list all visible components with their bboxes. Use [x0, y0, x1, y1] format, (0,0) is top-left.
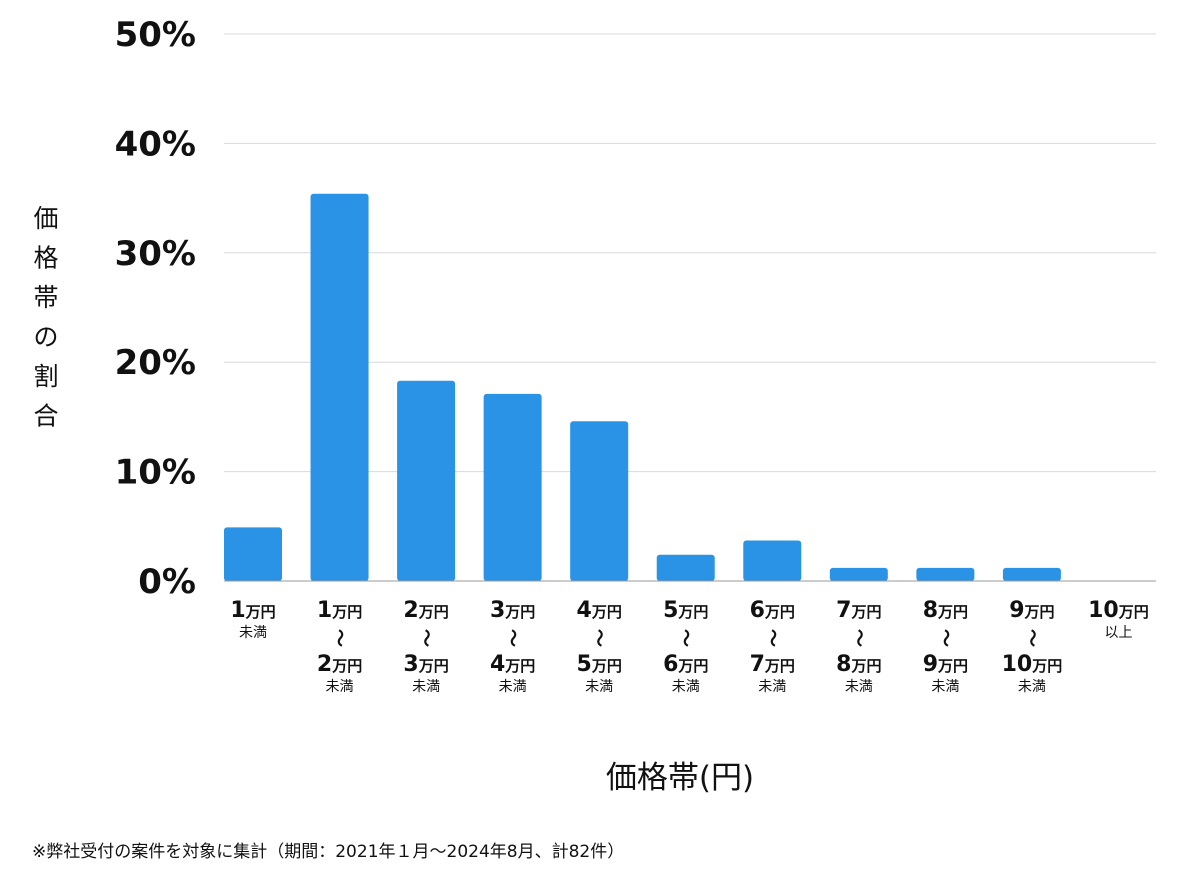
x-tick-label-suffix: 未満 [326, 679, 354, 695]
x-tick-label-top: 1万円 [230, 598, 275, 623]
x-tick-label-bottom: 6万円 [663, 652, 708, 677]
x-tick-label-top: 10万円 [1088, 598, 1149, 623]
y-axis-label-char: 格 [33, 244, 58, 273]
x-tick-label-top: 9万円 [1009, 598, 1054, 623]
x-axis-categories: 1万円未満1万円〜2万円未満2万円〜3万円未満3万円〜4万円未満4万円〜5万円未… [230, 598, 1148, 695]
x-tick-label-top: 2万円 [403, 598, 448, 623]
y-tick-label: 30% [115, 234, 196, 274]
x-tick-label-suffix: 未満 [239, 625, 267, 641]
bar [224, 527, 282, 581]
x-tick-range-separator: 〜 [761, 629, 782, 647]
bar [310, 193, 369, 581]
y-axis-label-char: 帯 [33, 283, 58, 312]
x-tick-label-top: 1万円 [317, 598, 362, 623]
x-tick-label-bottom: 9万円 [923, 652, 968, 677]
x-tick-label-bottom: 2万円 [317, 652, 362, 677]
x-tick-label-bottom: 7万円 [750, 652, 795, 677]
x-tick-label-top: 8万円 [923, 598, 968, 623]
y-axis-label-char: 割 [33, 362, 58, 391]
x-tick-range-separator: 〜 [329, 629, 350, 647]
x-tick-label-bottom: 10万円 [1002, 652, 1063, 677]
x-tick-label-bottom: 3万円 [403, 652, 448, 677]
y-axis-label-char: 価 [33, 204, 58, 233]
x-tick-range-separator: 〜 [1021, 629, 1042, 647]
y-axis-label-char: の [33, 323, 58, 352]
x-tick-label-top: 7万円 [836, 598, 881, 623]
bars [224, 193, 1061, 581]
x-axis-label: 価格帯(円) [606, 760, 754, 796]
y-tick-label: 50% [115, 15, 196, 55]
x-tick-range-separator: 〜 [415, 629, 436, 647]
bar [743, 540, 802, 581]
x-tick-range-separator: 〜 [588, 629, 609, 647]
x-tick-label-top: 6万円 [750, 598, 795, 623]
bar [916, 567, 975, 581]
x-tick-range-separator: 〜 [848, 629, 869, 647]
x-tick-label-bottom: 5万円 [577, 652, 622, 677]
x-tick-range-separator: 〜 [934, 629, 955, 647]
bar [656, 554, 715, 581]
bar [570, 421, 629, 581]
x-tick-label-suffix: 未満 [672, 679, 700, 695]
x-tick-label-suffix: 未満 [499, 679, 527, 695]
x-tick-label-top: 5万円 [663, 598, 708, 623]
x-tick-label-suffix: 未満 [412, 679, 440, 695]
x-tick-label-suffix: 未満 [585, 679, 613, 695]
bar [483, 393, 542, 581]
bar [397, 380, 456, 581]
gridlines [224, 33, 1156, 473]
y-tick-label: 20% [115, 343, 196, 383]
bar [829, 567, 888, 581]
y-axis-label-char: 合 [33, 402, 58, 431]
y-axis-ticks: 0% 10% 20% 30% 40% 50% [115, 15, 196, 602]
x-tick-label-suffix: 以上 [1104, 625, 1132, 641]
x-tick-label-top: 3万円 [490, 598, 535, 623]
x-tick-label-suffix: 未満 [758, 679, 786, 695]
x-tick-range-separator: 〜 [502, 629, 523, 647]
x-tick-label-suffix: 未満 [1018, 679, 1046, 695]
y-tick-label: 10% [115, 453, 196, 493]
x-tick-label-top: 4万円 [577, 598, 622, 623]
x-tick-range-separator: 〜 [675, 629, 696, 647]
bar [1002, 567, 1061, 581]
footnote: ※弊社受付の案件を対象に集計（期間：2021年１月～2024年8月、計82件） [32, 842, 624, 862]
y-tick-label: 40% [115, 124, 196, 164]
x-tick-label-bottom: 8万円 [836, 652, 881, 677]
x-tick-label-suffix: 未満 [931, 679, 959, 695]
x-tick-label-suffix: 未満 [845, 679, 873, 695]
y-tick-label: 0% [138, 562, 196, 602]
x-tick-label-bottom: 4万円 [490, 652, 535, 677]
